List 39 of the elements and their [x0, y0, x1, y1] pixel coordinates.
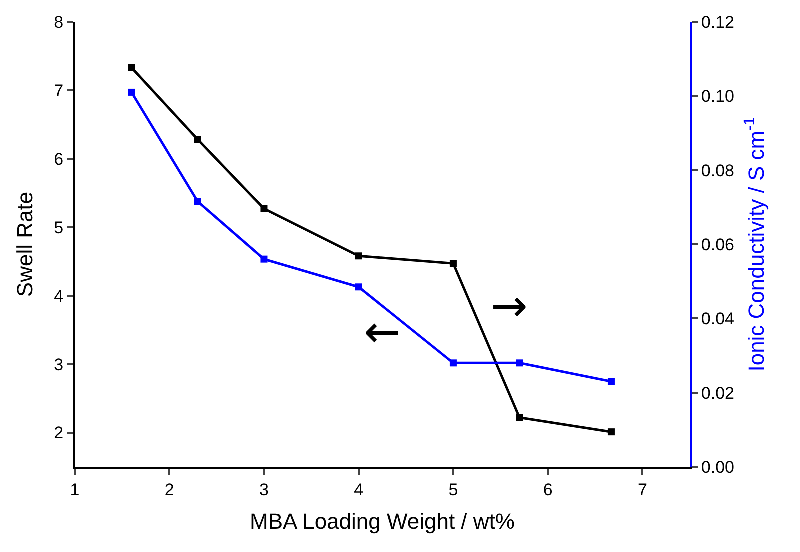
point — [355, 252, 362, 260]
x-tick-label: 1 — [70, 480, 80, 500]
y2-tick-label: 0.06 — [701, 235, 734, 254]
point — [260, 256, 268, 263]
y-tick-label: 8 — [54, 12, 64, 32]
x-tick-label: 5 — [448, 480, 458, 500]
x-tick-label: 6 — [543, 480, 553, 500]
y-tick-label: 4 — [54, 286, 64, 306]
y2-tick-label: 0.04 — [701, 310, 734, 329]
y-axis-title: Swell Rate — [12, 192, 38, 298]
point — [128, 64, 136, 72]
point — [608, 428, 615, 436]
y2-tick-label: 0.08 — [701, 161, 734, 180]
y-tick-label: 3 — [54, 355, 64, 374]
y2-tick-label: 0.10 — [701, 87, 734, 106]
point — [608, 378, 615, 386]
point — [194, 198, 202, 206]
point — [516, 360, 524, 367]
y2-tick-label: 0.12 — [701, 12, 734, 32]
point — [128, 88, 136, 96]
x-tick-label: 3 — [259, 480, 269, 500]
y2-tick-label: 0.02 — [701, 384, 734, 403]
y-tick-label: 6 — [54, 150, 64, 169]
y2-tick-label: 0.00 — [701, 458, 734, 477]
x-tick-label: 4 — [354, 480, 364, 500]
point — [450, 260, 457, 268]
annotation: → — [491, 281, 528, 332]
point — [516, 414, 524, 422]
point — [355, 284, 362, 291]
x-tick-label: 7 — [638, 480, 648, 500]
annotation: ← — [364, 307, 401, 358]
point — [450, 360, 457, 367]
y-tick-label: 7 — [54, 81, 64, 100]
point — [260, 205, 268, 212]
point — [194, 136, 202, 144]
y-tick-label: 5 — [54, 218, 64, 238]
x-tick-label: 2 — [164, 480, 174, 500]
y-tick-label: 2 — [54, 424, 64, 443]
x-axis-title: MBA Loading Weight / wt% — [250, 508, 515, 534]
